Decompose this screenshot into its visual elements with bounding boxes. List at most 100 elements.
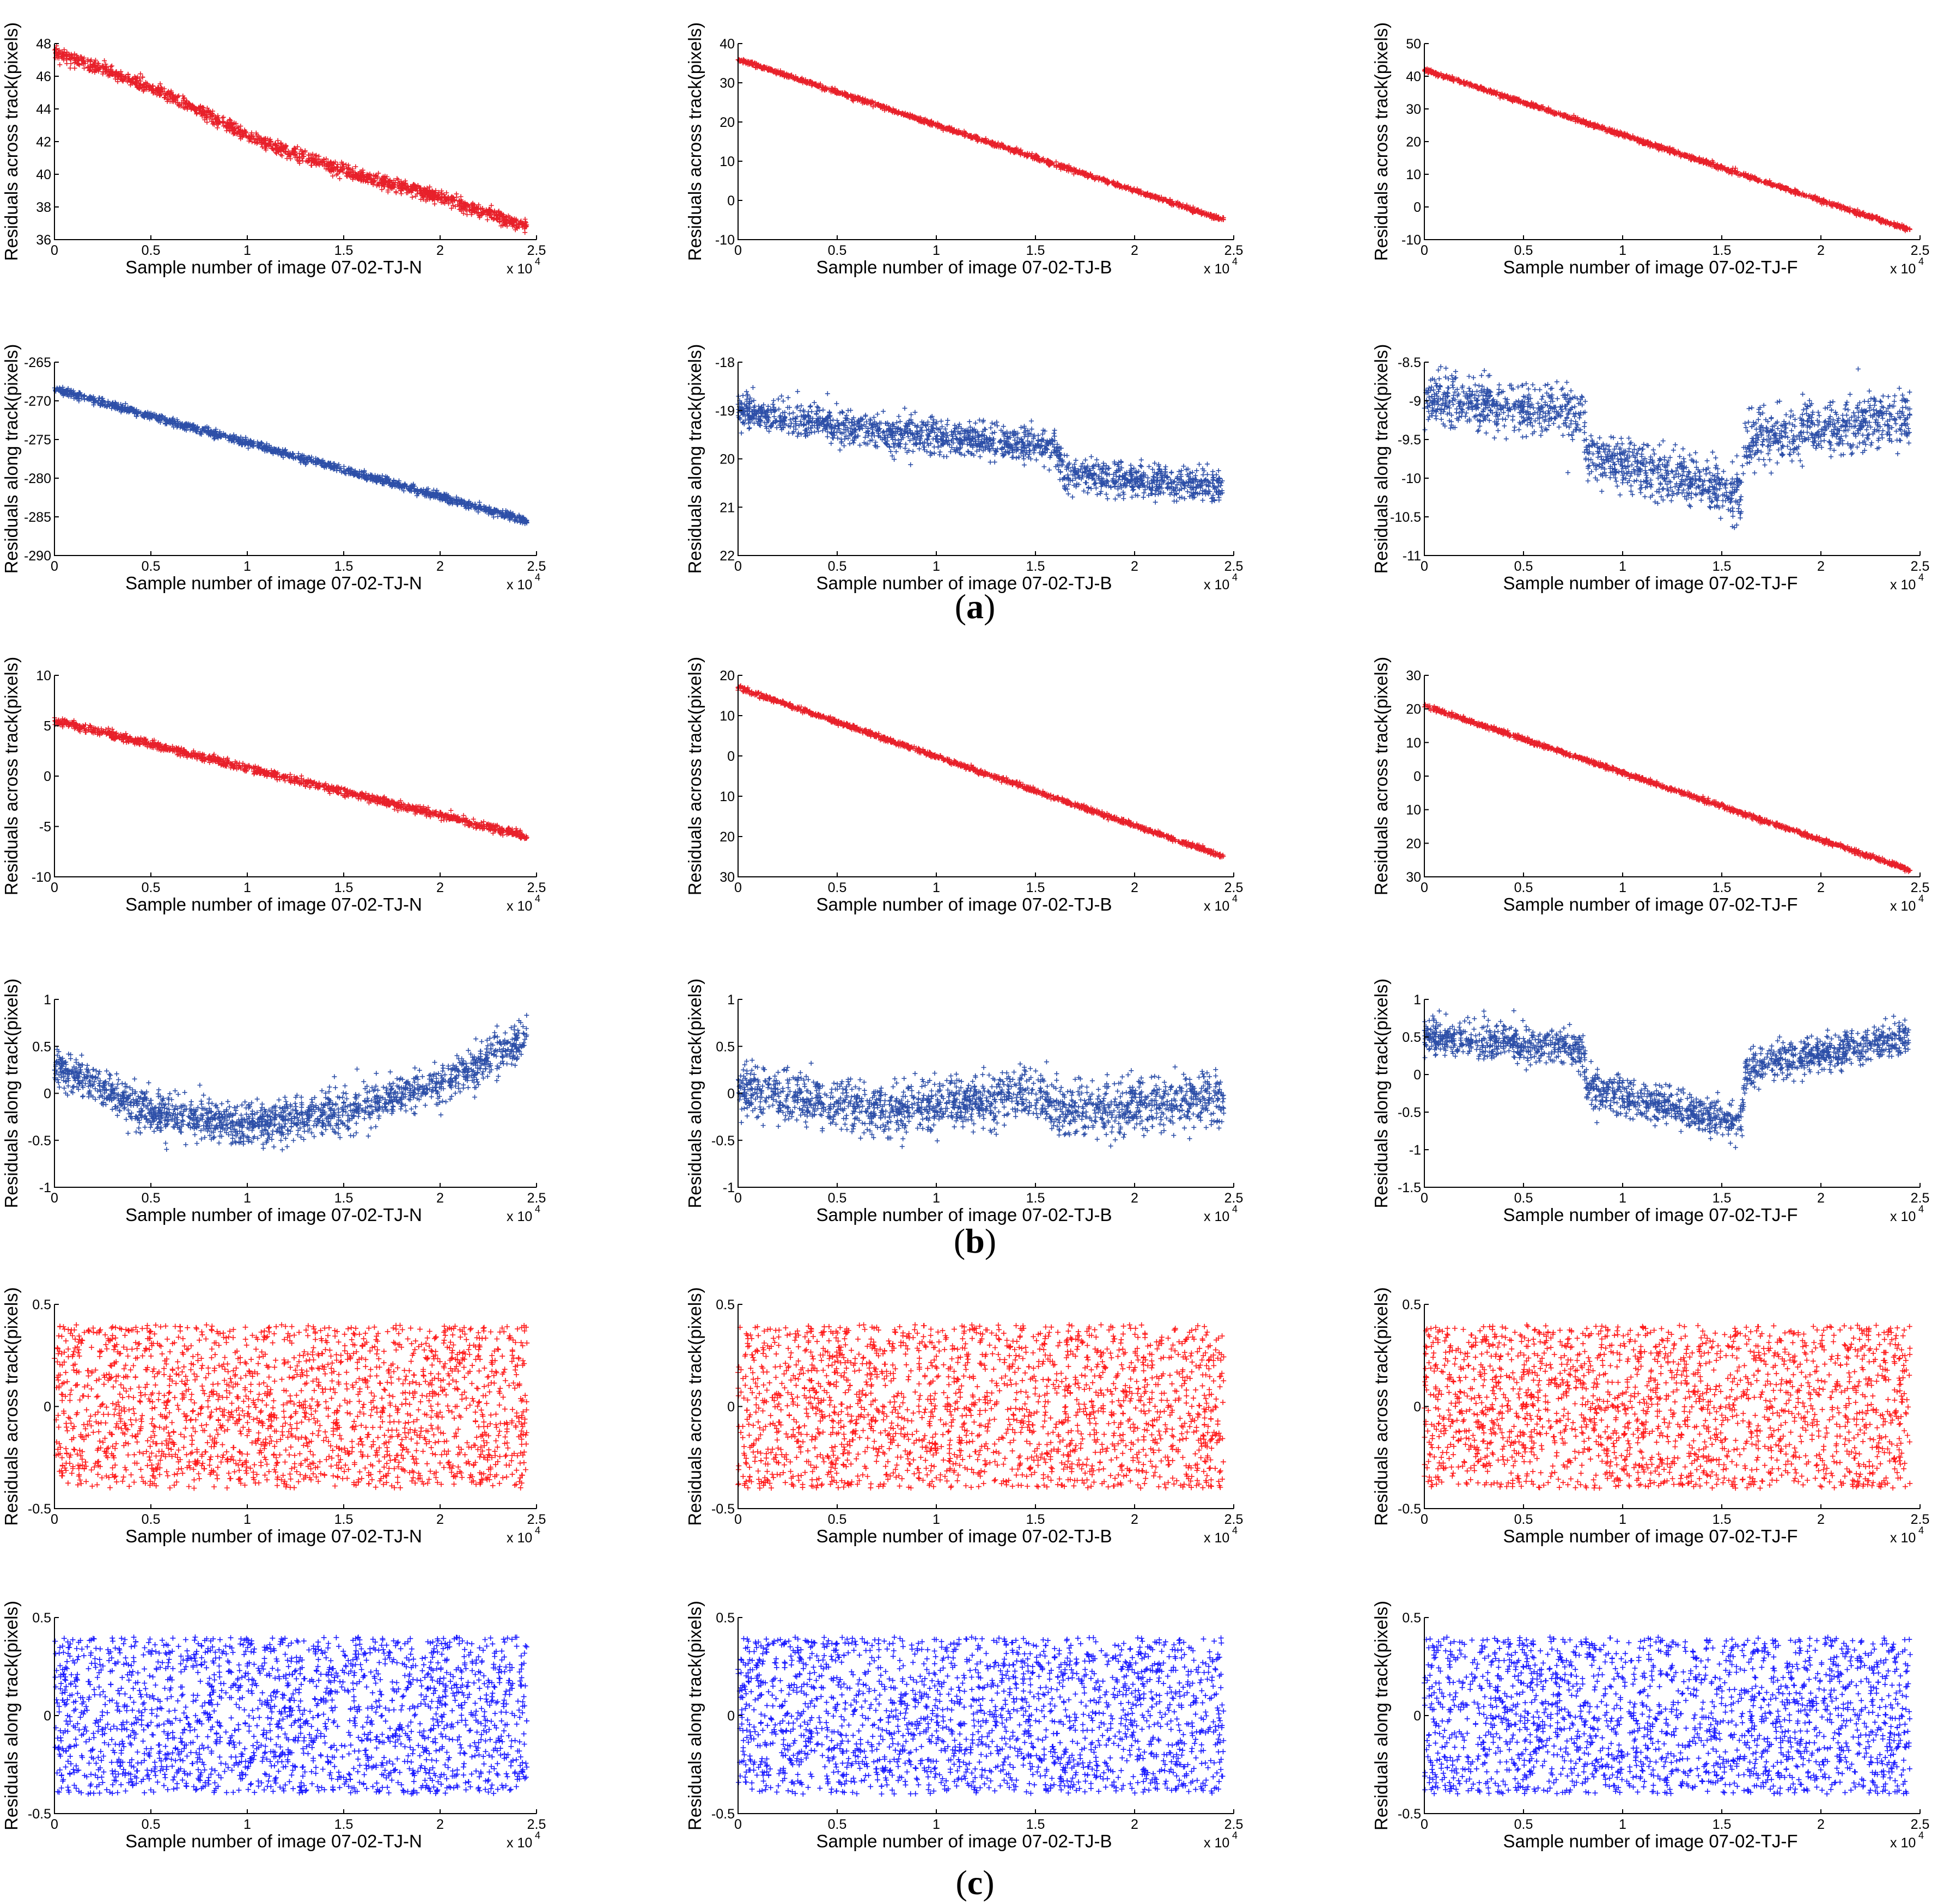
y-tick-label: -11 (1403, 548, 1421, 564)
scatter-points (1422, 66, 1912, 234)
x-multiplier: x 10 (507, 1530, 532, 1546)
y-tick-label: 10 (1406, 803, 1421, 818)
x-tick-label: 2.5 (1224, 880, 1244, 895)
x-multiplier: x 10 (507, 1209, 532, 1224)
x-multiplier: x 10 (1890, 577, 1916, 593)
y-tick-label: -1 (723, 1180, 735, 1195)
y-axis-label: Residuals along track(pixels) (1, 344, 21, 574)
x-tick-label: 1.5 (334, 559, 354, 574)
x-tick-label: 2 (1131, 559, 1138, 574)
x-multiplier: x 10 (1890, 1835, 1916, 1851)
x-axis-label: Sample number of image 07-02-TJ-F (1503, 1831, 1797, 1851)
x-tick-label: 1.5 (334, 1191, 354, 1206)
x-multiplier: x 10 (507, 1835, 532, 1851)
x-tick-label: 2.5 (1224, 559, 1244, 574)
x-tick-label: 0.5 (828, 1191, 847, 1206)
y-tick-label: 0 (727, 1087, 735, 1102)
x-multiplier: x 10 (1890, 899, 1916, 914)
y-axis-label: Residuals across track(pixels) (1, 1287, 21, 1525)
x-tick-label: 1.5 (334, 880, 354, 895)
x-axis-label: Sample number of image 07-02-TJ-N (125, 1831, 422, 1851)
x-tick-label: 2.5 (527, 1191, 546, 1206)
y-tick-label: -10.5 (1390, 510, 1421, 525)
scatter-markers (52, 385, 529, 526)
y-tick-label: 0 (727, 1708, 735, 1724)
x-tick-label: 1.5 (1026, 243, 1045, 258)
x-axis-label: Sample number of image 07-02-TJ-F (1503, 1526, 1797, 1546)
x-tick-label: 2 (1817, 880, 1825, 895)
y-tick-label: 30 (720, 76, 735, 91)
y-tick-label: -8.5 (1398, 355, 1421, 370)
x-tick-label: 2 (1817, 243, 1825, 258)
y-tick-label: -265 (24, 355, 51, 370)
x-axis-label: Sample number of image 07-02-TJ-B (816, 573, 1112, 593)
x-tick-label: 0.5 (142, 559, 161, 574)
x-tick-label: 1 (933, 243, 940, 258)
scatter-markers (1422, 1008, 1911, 1150)
x-axis-label: Sample number of image 07-02-TJ-F (1503, 1205, 1797, 1225)
x-tick-label: 0 (734, 243, 742, 258)
x-tick-label: 2.5 (1911, 1191, 1930, 1206)
x-tick-label: 0 (734, 1512, 742, 1527)
y-tick-label: -18 (715, 355, 735, 370)
x-tick-label: 0 (51, 1512, 58, 1527)
y-tick-label: -275 (24, 432, 51, 448)
y-tick-label: 10 (36, 668, 51, 684)
x-multiplier-exponent: 4 (1232, 1204, 1238, 1215)
x-axis-label: Sample number of image 07-02-TJ-F (1503, 257, 1797, 277)
x-tick-label: 1 (243, 1512, 251, 1527)
x-tick-label: 1 (243, 1817, 251, 1832)
y-tick-label: 0.5 (32, 1610, 51, 1626)
y-tick-label: -0.5 (711, 1133, 735, 1149)
scatter-points (735, 683, 1226, 860)
x-tick-label: 1 (1619, 880, 1626, 895)
y-tick-label: 1 (44, 992, 51, 1008)
y-tick-label: 10 (720, 709, 735, 724)
x-multiplier: x 10 (1204, 1209, 1229, 1224)
scatter-points (735, 385, 1225, 505)
scatter-markers (52, 1012, 529, 1152)
y-axis-label: Residuals along track(pixels) (1371, 344, 1391, 574)
y-tick-label: 0 (1413, 1708, 1421, 1724)
x-tick-label: 1.5 (1713, 243, 1732, 258)
y-tick-label: -0.5 (711, 1807, 735, 1822)
x-tick-label: 0.5 (1514, 1512, 1533, 1527)
x-tick-label: 1.5 (1713, 1512, 1732, 1527)
y-tick-label: -10 (32, 870, 51, 885)
x-axis-label: Sample number of image 07-02-TJ-F (1503, 573, 1797, 593)
y-tick-label: 1 (1413, 992, 1421, 1008)
y-axis-label: Residuals across track(pixels) (1, 657, 21, 895)
y-tick-label: 20 (1406, 135, 1421, 150)
chart-a-N-along: 0 0.5 1 1.5 2 2.5 -290 -285 -280 -275 -270 -265 Samp… (1, 344, 546, 593)
y-tick-label: 0.5 (716, 1610, 735, 1626)
y-axis-label: Residuals along track(pixels) (1371, 979, 1391, 1209)
x-tick-label: 1.5 (1026, 880, 1045, 895)
panel-label-c: (c) (955, 1863, 994, 1902)
y-tick-label: -10 (1401, 233, 1421, 248)
panel-label-a: (a) (955, 587, 996, 626)
x-tick-label: 2 (1817, 1191, 1825, 1206)
y-tick-label: 0 (1413, 1400, 1421, 1415)
y-tick-label: 20 (720, 452, 735, 467)
x-tick-label: 2 (1817, 559, 1825, 574)
x-axis-label: Sample number of image 07-02-TJ-N (125, 257, 422, 277)
x-tick-label: 1 (933, 1191, 940, 1206)
x-multiplier-exponent: 4 (1918, 1204, 1924, 1215)
y-tick-label: 38 (36, 200, 51, 215)
y-axis-label: Residuals across track(pixels) (1, 22, 21, 261)
y-tick-label: 0 (1413, 1067, 1421, 1083)
x-tick-label: 2.5 (1911, 1512, 1930, 1527)
y-axis-label: Residuals across track(pixels) (1371, 22, 1391, 261)
x-tick-label: 1 (1619, 1191, 1626, 1206)
y-tick-label: 40 (1406, 69, 1421, 84)
x-tick-label: 1.5 (1713, 559, 1732, 574)
y-tick-label: 40 (36, 167, 51, 182)
y-tick-label: 10 (720, 154, 735, 169)
y-tick-label: -280 (24, 471, 51, 486)
scatter-markers (736, 1058, 1227, 1149)
axes-frame (54, 1618, 537, 1814)
y-tick-label: 0.5 (716, 1039, 735, 1054)
